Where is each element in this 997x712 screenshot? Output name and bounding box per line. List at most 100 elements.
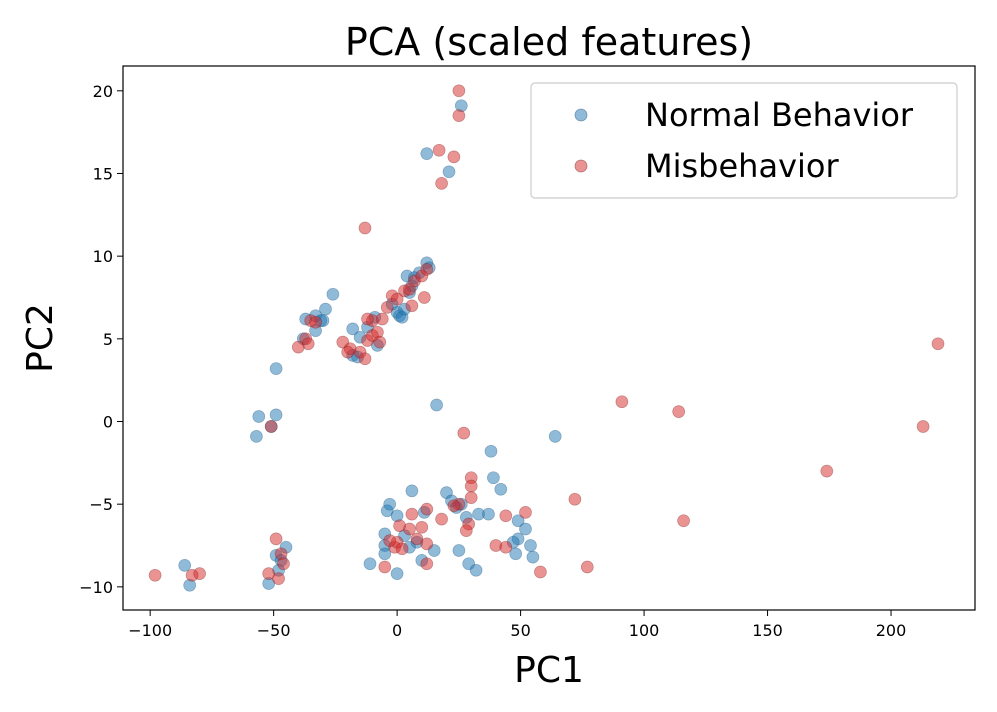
- data-point: [375, 312, 389, 326]
- y-tick-label: −10: [79, 578, 113, 597]
- y-tick-label: 15: [93, 164, 113, 183]
- points-layer: [148, 84, 945, 592]
- data-point: [511, 514, 525, 528]
- data-point: [361, 312, 374, 326]
- data-point: [457, 426, 471, 440]
- data-point: [390, 292, 404, 306]
- data-point: [291, 340, 305, 354]
- y-tick-label: 20: [93, 82, 113, 101]
- data-point: [452, 109, 466, 122]
- x-tick-label: −50: [257, 621, 291, 640]
- data-point: [469, 563, 483, 577]
- legend-label-normal: Normal Behavior: [645, 96, 914, 134]
- data-point: [358, 221, 372, 235]
- data-point: [380, 504, 394, 518]
- data-point: [395, 542, 409, 556]
- data-point: [373, 335, 387, 349]
- data-point: [526, 550, 540, 564]
- y-tick-label: 0: [103, 413, 113, 432]
- data-point: [319, 302, 332, 316]
- data-point: [363, 557, 377, 571]
- x-tick-label: −100: [128, 621, 172, 640]
- series-misbehavior: [148, 84, 945, 585]
- data-point: [459, 524, 473, 537]
- data-point: [931, 337, 945, 351]
- data-point: [415, 520, 429, 534]
- data-point: [309, 315, 322, 329]
- data-point: [499, 540, 513, 554]
- data-point: [346, 322, 360, 336]
- data-point: [447, 150, 461, 164]
- data-point: [432, 143, 446, 157]
- data-point: [185, 568, 199, 582]
- data-point: [358, 352, 372, 366]
- y-tick-label: 5: [103, 330, 113, 349]
- data-point: [326, 287, 340, 301]
- data-point: [405, 299, 419, 313]
- data-point: [148, 568, 162, 582]
- data-point: [464, 479, 478, 493]
- data-point: [420, 147, 434, 160]
- data-point: [420, 263, 434, 276]
- data-point: [548, 430, 562, 443]
- plot-frame: [122, 65, 976, 611]
- legend: Normal Behavior Misbehavior: [530, 82, 958, 199]
- data-point: [269, 532, 283, 546]
- data-point: [410, 532, 424, 546]
- x-axis-label: PC1: [514, 650, 584, 691]
- data-point: [519, 522, 532, 536]
- data-point: [420, 502, 434, 516]
- y-axis-ticks: −10 −5 0 5 10 15 20: [79, 82, 123, 597]
- data-point: [447, 499, 461, 513]
- data-point: [262, 567, 276, 580]
- data-point: [435, 512, 448, 526]
- data-point: [420, 557, 434, 571]
- data-point: [430, 398, 443, 412]
- x-tick-label: 50: [510, 621, 530, 640]
- y-tick-label: −5: [89, 495, 113, 514]
- y-tick-label: 10: [93, 247, 113, 266]
- data-point: [820, 464, 834, 478]
- data-point: [277, 557, 290, 571]
- data-point: [390, 567, 404, 580]
- legend-marker-misbehavior: [574, 159, 588, 173]
- legend-label-misbehavior: Misbehavior: [645, 147, 839, 185]
- data-point: [403, 522, 416, 536]
- data-point: [494, 482, 508, 496]
- data-point: [487, 471, 500, 485]
- data-point: [252, 410, 266, 423]
- data-point: [452, 84, 466, 98]
- data-point: [435, 177, 448, 190]
- x-axis-ticks: −100 −50 0 50 100 150 200: [128, 610, 906, 640]
- data-point: [482, 507, 495, 521]
- data-point: [341, 345, 355, 359]
- legend-box: [530, 82, 958, 199]
- y-axis-label: PC2: [20, 303, 61, 373]
- x-tick-label: 200: [876, 621, 907, 640]
- data-point: [464, 491, 478, 504]
- data-point: [672, 405, 686, 418]
- data-point: [519, 506, 532, 519]
- data-point: [264, 420, 278, 433]
- data-point: [452, 544, 466, 557]
- data-point: [509, 547, 523, 561]
- data-point: [417, 291, 431, 304]
- chart-title: PCA (scaled features): [345, 20, 753, 64]
- data-point: [380, 301, 394, 314]
- data-point: [677, 514, 690, 528]
- data-point: [383, 534, 397, 547]
- data-point: [524, 539, 537, 552]
- data-point: [405, 507, 419, 521]
- data-point: [405, 484, 419, 498]
- x-tick-label: 100: [629, 621, 660, 640]
- data-point: [378, 547, 392, 561]
- data-point: [615, 395, 629, 409]
- data-point: [420, 537, 434, 551]
- data-point: [442, 165, 456, 179]
- data-point: [250, 430, 263, 443]
- data-point: [272, 572, 285, 585]
- data-point: [269, 408, 283, 422]
- data-point: [534, 565, 547, 579]
- data-point: [916, 420, 930, 433]
